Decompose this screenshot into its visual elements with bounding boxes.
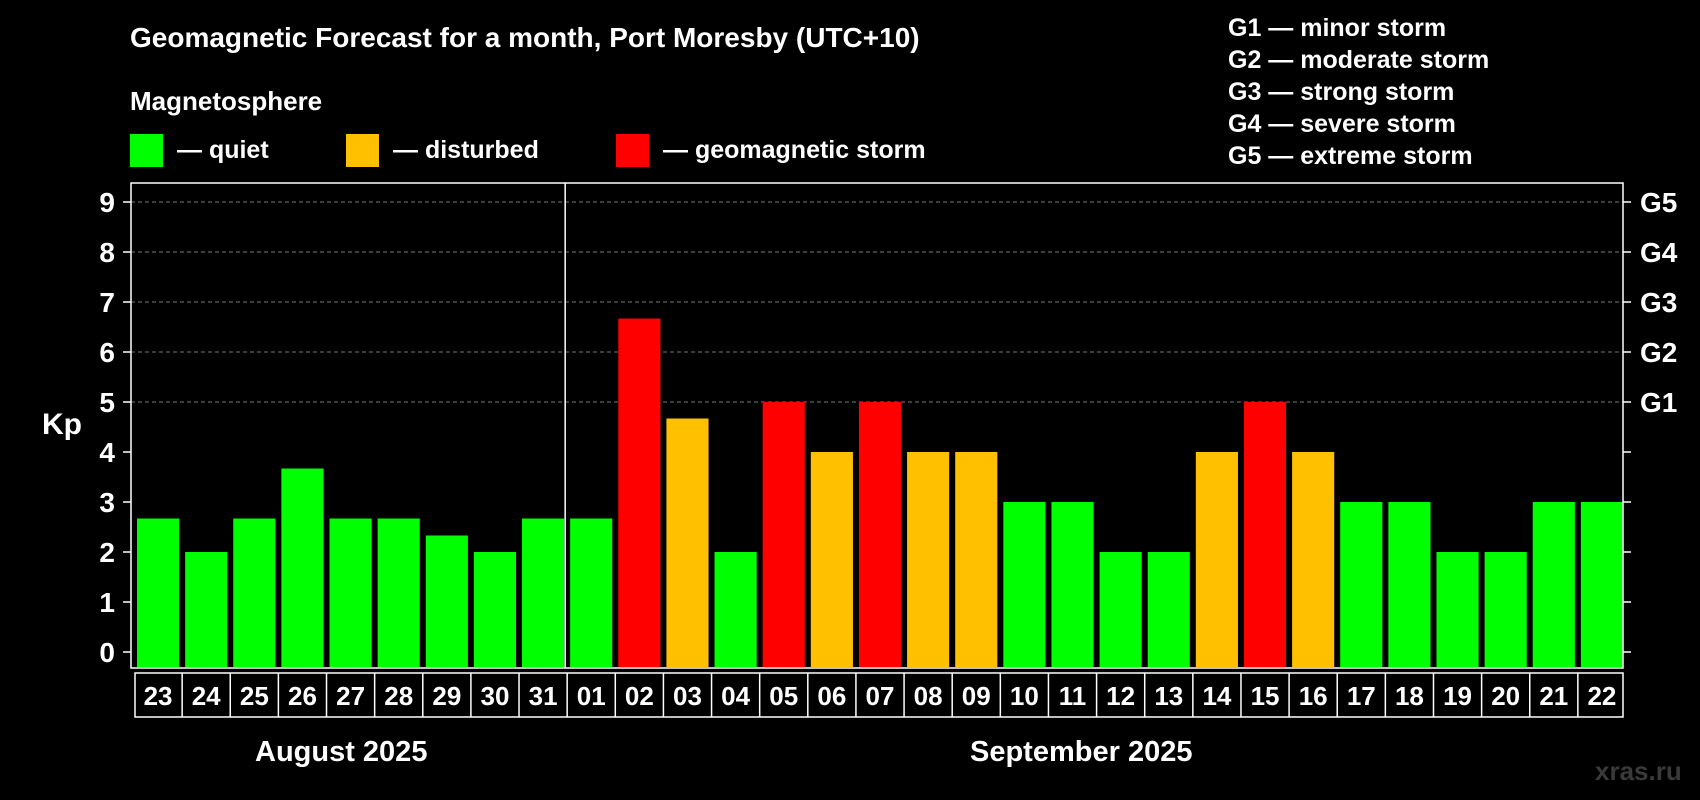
legend-swatch-quiet: [130, 134, 163, 167]
bar-25: [233, 518, 276, 667]
bar-31: [522, 518, 565, 667]
day-label-29: 29: [432, 681, 461, 711]
bar-24: [185, 552, 228, 667]
day-label-17: 17: [1347, 681, 1376, 711]
bar-26: [281, 468, 324, 667]
y-tick-label-1: 1: [99, 587, 115, 618]
month-label-september: September 2025: [970, 736, 1193, 768]
right-axis-label-G5: G5: [1640, 187, 1677, 218]
bar-19: [1436, 552, 1479, 667]
y-tick-label-8: 8: [99, 237, 115, 268]
day-label-09: 09: [962, 681, 991, 711]
day-label-25: 25: [240, 681, 269, 711]
day-label-13: 13: [1154, 681, 1183, 711]
bar-01: [570, 518, 613, 667]
bar-15: [1243, 402, 1287, 667]
day-label-24: 24: [192, 681, 221, 711]
legend-swatch-storm: [616, 134, 649, 167]
month-label-august: August 2025: [255, 736, 428, 768]
bar-16: [1292, 452, 1335, 667]
bar-28: [377, 518, 420, 667]
bar-07: [858, 402, 902, 667]
y-tick-label-2: 2: [99, 537, 115, 568]
day-label-22: 22: [1587, 681, 1616, 711]
bar-11: [1051, 502, 1094, 667]
day-label-28: 28: [384, 681, 413, 711]
day-label-20: 20: [1491, 681, 1520, 711]
storm-level-g5: G5 — extreme storm: [1228, 142, 1473, 170]
bar-17: [1340, 502, 1383, 667]
day-label-12: 12: [1106, 681, 1135, 711]
y-tick-label-7: 7: [99, 287, 115, 318]
y-tick-label-3: 3: [99, 487, 115, 518]
bar-29: [425, 535, 468, 667]
right-axis-label-G1: G1: [1640, 387, 1677, 418]
y-tick-label-0: 0: [99, 637, 115, 668]
legend-label-quiet: — quiet: [177, 136, 269, 164]
day-label-10: 10: [1010, 681, 1039, 711]
day-label-16: 16: [1299, 681, 1328, 711]
storm-level-g3: G3 — strong storm: [1228, 78, 1455, 106]
bar-14: [1195, 452, 1238, 667]
day-label-23: 23: [144, 681, 173, 711]
day-label-05: 05: [769, 681, 798, 711]
day-label-30: 30: [481, 681, 510, 711]
day-label-31: 31: [529, 681, 558, 711]
day-label-07: 07: [866, 681, 895, 711]
y-tick-label-9: 9: [99, 187, 115, 218]
site-credit: xras.ru: [1595, 756, 1682, 786]
bar-10: [1003, 502, 1046, 667]
y-axis-label: Kp: [42, 408, 82, 441]
legend-label-storm: — geomagnetic storm: [663, 136, 926, 164]
legend-swatch-disturbed: [346, 134, 379, 167]
chart-title: Geomagnetic Forecast for a month, Port M…: [130, 22, 920, 53]
bar-08: [907, 452, 950, 667]
bar-02: [618, 318, 661, 667]
right-axis-label-G2: G2: [1640, 337, 1677, 368]
bar-06: [810, 452, 853, 667]
bar-27: [329, 518, 372, 667]
day-label-19: 19: [1443, 681, 1472, 711]
plot-frame: [130, 182, 1624, 669]
storm-level-g1: G1 — minor storm: [1228, 14, 1447, 42]
day-label-02: 02: [625, 681, 654, 711]
day-label-01: 01: [577, 681, 606, 711]
legend-label-disturbed: — disturbed: [393, 136, 539, 164]
day-label-14: 14: [1202, 681, 1231, 711]
right-axis-label-G4: G4: [1640, 237, 1678, 268]
day-label-04: 04: [721, 681, 750, 711]
day-label-frame: [134, 672, 1624, 718]
right-axis-label-G3: G3: [1640, 287, 1677, 318]
day-label-03: 03: [673, 681, 702, 711]
day-label-11: 11: [1059, 681, 1087, 711]
bar-12: [1099, 552, 1142, 667]
day-label-08: 08: [914, 681, 943, 711]
bar-18: [1388, 502, 1431, 667]
bar-20: [1484, 552, 1527, 667]
bar-04: [714, 552, 757, 667]
day-label-27: 27: [336, 681, 365, 711]
bar-30: [473, 552, 517, 667]
bar-03: [666, 418, 709, 667]
bar-23: [137, 518, 180, 667]
bar-22: [1580, 502, 1623, 667]
storm-level-g2: G2 — moderate storm: [1228, 46, 1490, 74]
y-tick-label-5: 5: [99, 387, 115, 418]
storm-level-g4: G4 — severe storm: [1228, 110, 1456, 138]
day-label-26: 26: [288, 681, 317, 711]
day-label-15: 15: [1251, 681, 1280, 711]
y-tick-label-6: 6: [99, 337, 115, 368]
bar-09: [955, 452, 998, 667]
y-tick-label-4: 4: [99, 437, 115, 468]
legend-title: Magnetosphere: [130, 86, 323, 116]
bar-05: [762, 402, 805, 667]
bar-21: [1532, 502, 1575, 667]
day-label-18: 18: [1395, 681, 1424, 711]
bar-13: [1147, 552, 1190, 667]
storm-level-legend: G1 — minor storm G2 — moderate storm G3 …: [1228, 12, 1489, 172]
day-label-06: 06: [817, 681, 846, 711]
day-label-21: 21: [1539, 681, 1568, 711]
